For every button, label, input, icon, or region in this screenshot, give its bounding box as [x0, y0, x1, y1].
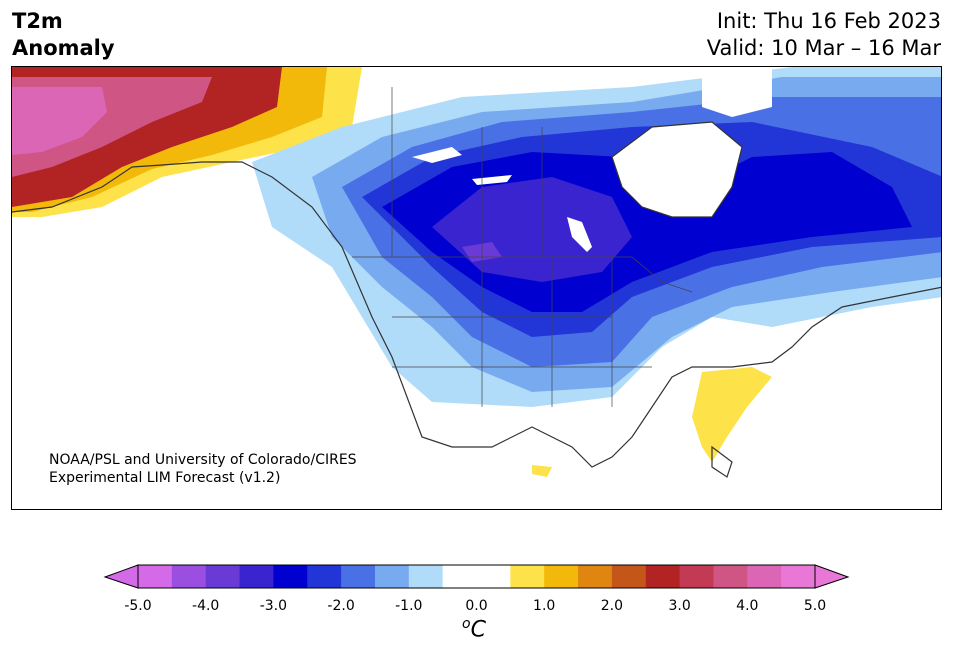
colorbar-tick-label: 3.0 [668, 598, 691, 614]
credit-block: NOAA/PSL and University of Colorado/CIRE… [49, 452, 357, 486]
coastlines [12, 121, 941, 478]
colorbar-cell [544, 565, 579, 588]
colorbar-cell [205, 565, 241, 588]
colorbar-cell [374, 565, 410, 588]
mexico-warm-spot [532, 465, 552, 477]
colorbar-cell [171, 565, 207, 588]
hudson-bay [612, 122, 742, 217]
colorbar-cell [510, 565, 545, 588]
alaska-anomaly-pink [12, 87, 107, 155]
colorbar-cell [611, 565, 647, 588]
credit-line2: Experimental LIM Forecast (v1.2) [49, 470, 280, 486]
colorbar-tick-label: -2.0 [327, 598, 355, 614]
colorbar-cell [713, 565, 748, 588]
colorbar-tick-label: 1.0 [533, 598, 556, 614]
colorbar-tick-label: -4.0 [192, 598, 220, 614]
colorbar-cell [408, 565, 444, 588]
degree-symbol: o [462, 616, 471, 632]
colorbar-tick-label: 0.0 [465, 598, 488, 614]
arctic-islands-white [702, 67, 772, 117]
colorbar-cell [239, 565, 274, 588]
title-anomaly: Anomaly [12, 36, 115, 60]
colorbar-cell [645, 565, 681, 588]
colorbar-cell [781, 565, 816, 588]
colorbar-cell [747, 565, 782, 588]
colorbar-cell [476, 565, 511, 588]
colorbar-tick-label: 4.0 [736, 598, 759, 614]
colorbar-cell [273, 565, 308, 588]
colorbar-tick-label: -1.0 [395, 598, 423, 614]
map-panel: NOAA/PSL and University of Colorado/CIRE… [11, 66, 942, 510]
colorbar-tick-label: 2.0 [600, 598, 624, 614]
unit-letter: C [470, 617, 486, 643]
colorbar-tick-label: -3.0 [259, 598, 288, 614]
credit-line1: NOAA/PSL and University of Colorado/CIRE… [49, 452, 357, 468]
colorbar-cell [307, 565, 342, 588]
colorbar-cell [578, 565, 613, 588]
colorbar-tick-label: -5.0 [124, 598, 152, 614]
colorbar-cell [341, 565, 376, 588]
colorbar-extend-low [103, 564, 139, 589]
political-borders [352, 87, 693, 407]
forecast-dates: Init: Thu 16 Feb 2023 Valid: 10 Mar – 16… [707, 8, 941, 62]
title-variable: T2m [12, 9, 63, 33]
colorbar-extend-high [814, 564, 850, 589]
colorbar-cell [442, 565, 477, 588]
valid-range: Valid: 10 Mar – 16 Mar [706, 36, 941, 60]
colorbar-cells [138, 565, 816, 588]
colorbar-cell [138, 565, 173, 588]
init-date: Init: Thu 16 Feb 2023 [716, 9, 941, 33]
colorbar-tick-label: 5.0 [803, 598, 827, 614]
lake-winnipeg [567, 217, 592, 252]
map-title: T2m Anomaly [12, 8, 115, 62]
anomaly-map: NOAA/PSL and University of Colorado/CIRE… [12, 67, 941, 486]
colorbar-outline [137, 564, 816, 589]
colorbar-cell [679, 565, 714, 588]
colorbar-unit: oC [462, 616, 486, 642]
southeast-warm-anomaly [692, 367, 772, 462]
lake-slave [412, 147, 462, 163]
